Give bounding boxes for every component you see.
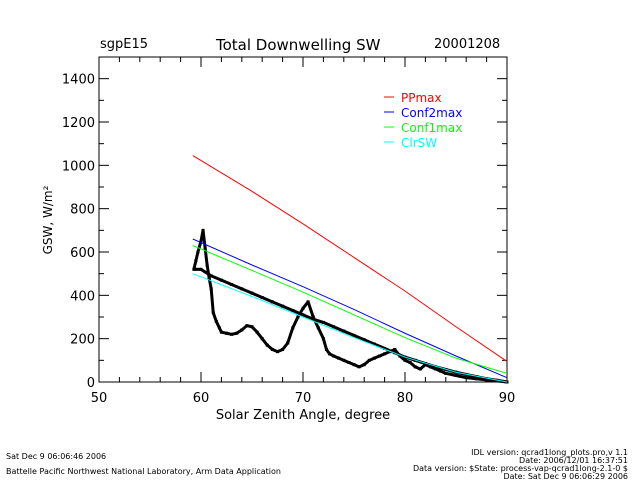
scatter-point-upper-segment [353,334,365,342]
axes: 50 60 70 80 90 0 200 400 600 800 1000 1200 1400 [62,56,516,406]
scatter-point-segment [291,316,300,329]
x-tick-label: 60 [193,391,210,406]
scatter-point-segment [445,371,457,377]
scatter-point-segment [455,374,467,380]
footer-data-version: Data version: $State: process-vap-qcrad1… [412,464,628,473]
scatter-point-upper-segment [322,321,335,329]
y-tick-label: 1400 [62,73,95,88]
scatter-point-upper-segment [271,300,284,308]
x-tick-label: 80 [397,391,414,406]
y-tick-label: 0 [87,376,95,391]
y-tick-label: 200 [70,333,95,348]
scatter-point [255,330,259,334]
scatter-point-segment [196,240,203,253]
site-label: sgpE15 [100,37,149,52]
scatter-point-upper-segment [220,278,233,286]
y-tick-label: 600 [70,246,95,261]
scatter-point-segment [209,288,215,313]
y-tick-label: 1000 [62,159,95,174]
legend-label: ClrSW [401,136,437,150]
y-axis-label: GSW, W/m² [41,185,55,254]
scatter-point-upper-segment [373,342,386,350]
y-tick-label: 800 [70,203,95,218]
scatter-point-segment [316,327,325,340]
date-label: 20001208 [434,37,501,52]
x-tick-label: 90 [499,391,516,406]
scatter-point-upper-segment [333,325,345,333]
scatter-point-upper-segment [363,338,375,346]
scatter-point-upper-segment [282,304,294,312]
scatter-point-segment [286,327,295,344]
scatter-point-segment [201,230,207,248]
footer-idl-date: Date: 2006/12/01 16:37:51 [519,456,628,465]
series-line-conf2max [192,238,508,379]
footer-timestamp: Sat Dec 9 06:06:46 2006 [6,452,107,461]
footer-idl-version: IDL version: qcrad1long_plots.pro,v 1.1 [471,448,628,457]
x-axis-label: Solar Zenith Angle, degree [216,408,390,423]
chart-title: Total Downwelling SW [216,36,381,54]
scatter-point-upper-segment [261,296,273,304]
y-tick-label: 1200 [62,116,95,131]
series-line-clrsw [192,273,508,383]
series-group [192,155,509,384]
series-line-conf1max [192,245,508,374]
scatter-point-upper-segment [251,291,263,299]
scatter-point-upper-segment [200,268,213,278]
scatter-point-upper-segment [302,313,314,321]
legend-label: PPmax [401,91,442,105]
scatter-point-segment [466,376,477,381]
scatter-point-upper-segment [292,309,304,317]
y-tick-label: 400 [70,289,95,304]
scatter-point-segment [321,338,328,350]
scatter-point-upper-segment [241,287,253,295]
scatter-point-upper-segment [312,317,324,324]
footer-institution: Battelle Pacific Northwest National Labo… [6,467,281,476]
series-line-ppmax [192,155,508,362]
scatter-point-upper-segment [210,274,222,282]
x-tick-label: 50 [91,391,108,406]
scatter-point-upper-segment [343,329,355,337]
x-tick-label: 70 [295,391,312,406]
legend-label: Conf1max [401,121,462,135]
footer-data-date: Date: Sat Dec 9 06:06:29 2006 [503,472,628,481]
scatter-point-upper-segment [231,283,243,291]
scatter-point-segment [306,301,315,318]
legend-label: Conf2max [401,106,462,120]
